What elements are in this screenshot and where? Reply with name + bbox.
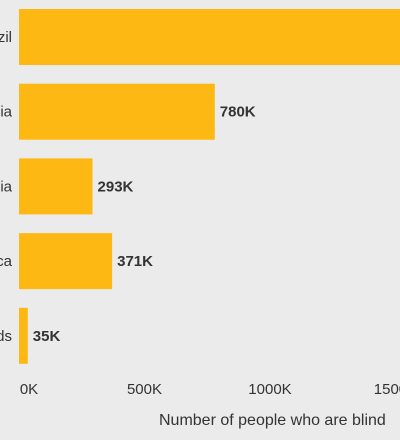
value-label: 780K [220,104,256,121]
bar [19,158,93,215]
value-label: 371K [117,253,153,270]
y-tick-label: ia [0,104,12,121]
x-tick-label: 1000K [248,381,291,398]
x-axis-title: Number of people who are blind [159,412,386,429]
y-tick-label: ia [0,178,12,195]
x-tick-label: 1500K [374,381,400,398]
bar [19,307,28,364]
y-tick-label: zil [0,29,12,46]
value-label: 293K [98,178,134,195]
y-tick-label: ca [0,253,13,270]
bar [19,233,113,290]
x-tick-label: 0K [20,381,38,398]
bar [19,9,400,65]
bar [19,83,215,140]
y-tick-label: ds [0,328,12,345]
x-tick-label: 500K [127,381,162,398]
value-label: 35K [33,328,61,345]
